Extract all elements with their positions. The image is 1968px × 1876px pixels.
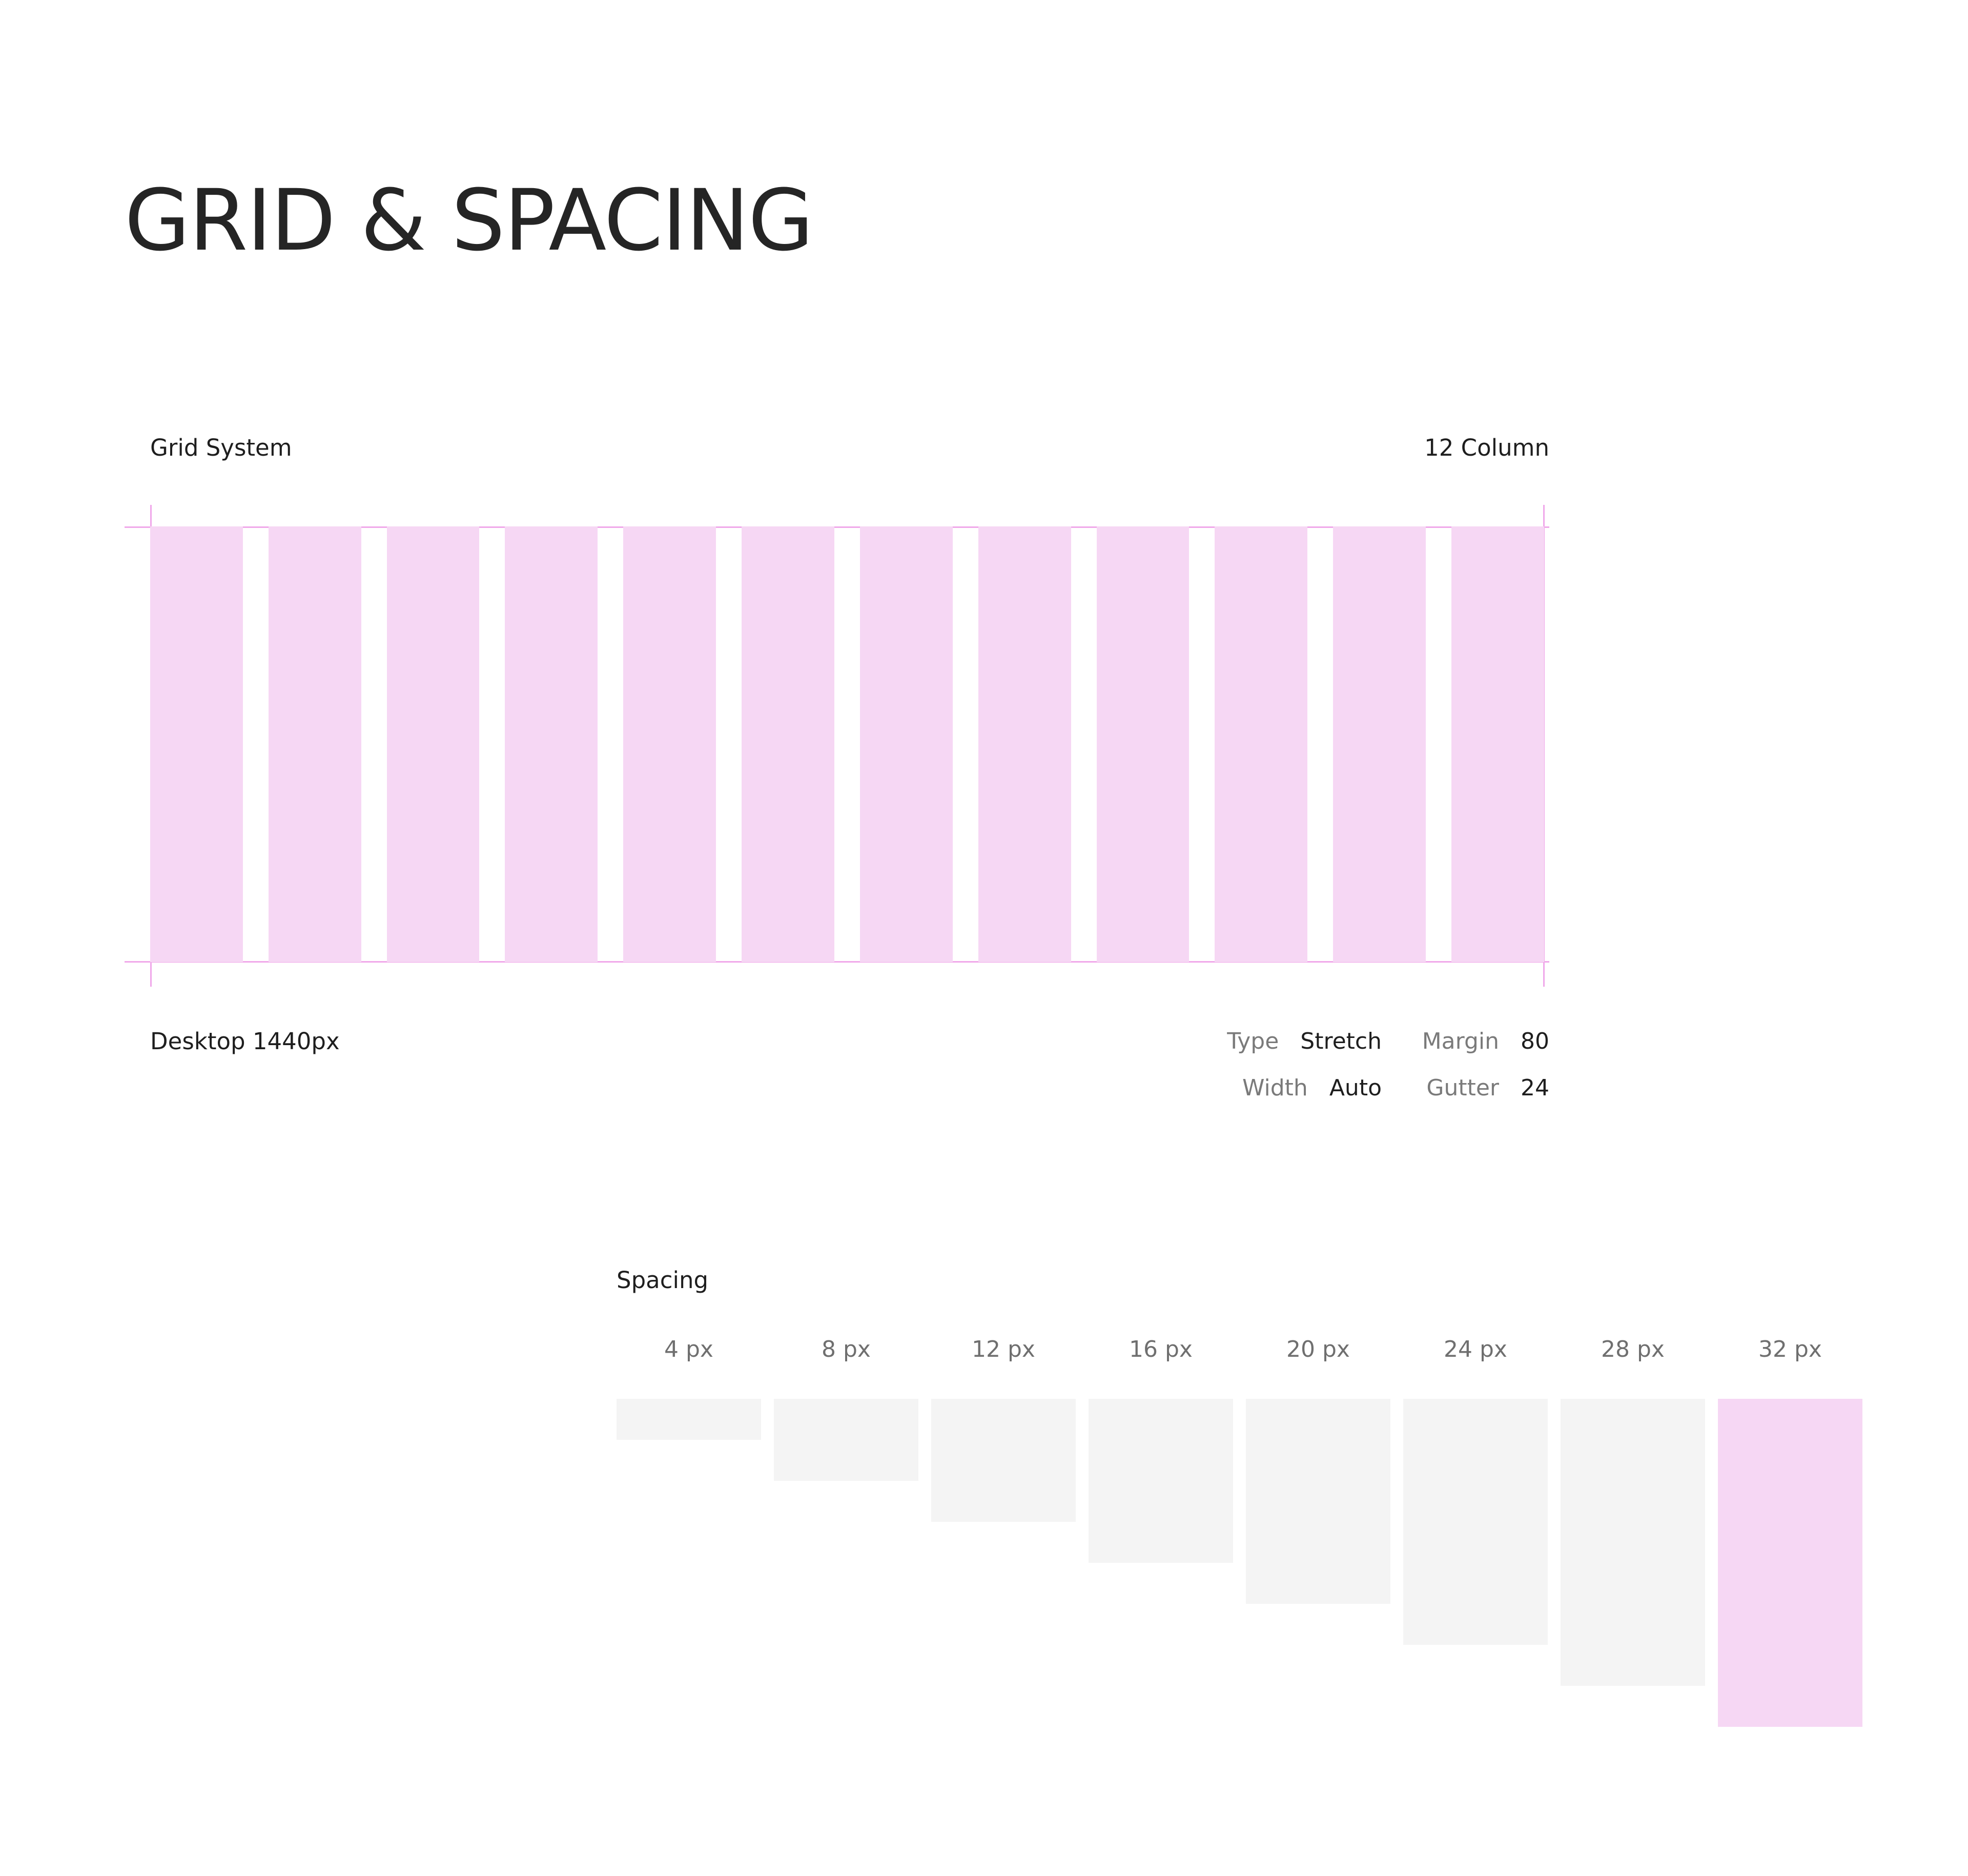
spacing-swatch: [774, 1399, 918, 1481]
spacing-item: 32 px: [1718, 1335, 1862, 1727]
guide-bottom-line: [125, 961, 1549, 963]
grid-column: [742, 526, 834, 962]
spacing-value-label: 28 px: [1601, 1336, 1665, 1362]
spacing-value-label: 24 px: [1444, 1336, 1507, 1362]
spec-width: Width Auto: [1242, 1074, 1382, 1103]
spacing-swatch: [931, 1399, 1076, 1522]
spec-width-key: Width: [1242, 1075, 1308, 1101]
spacing-value-label: 4 px: [664, 1336, 713, 1362]
spacing-value-label: 16 px: [1129, 1336, 1193, 1362]
spacing-value-label: 8 px: [822, 1336, 871, 1362]
spacing-value-label: 32 px: [1758, 1336, 1822, 1362]
guide-top-line: [125, 526, 1549, 528]
grid-preview: [125, 505, 1549, 987]
device-label: Desktop 1440px: [150, 1028, 340, 1055]
spec-margin-value: 80: [1521, 1028, 1549, 1054]
spacing-item: 24 px: [1403, 1335, 1548, 1645]
spacing-swatch: [1089, 1399, 1233, 1563]
spacing-scale: 4 px 8 px 12 px 16 px 20 px 24 px 28 px 32 px: [617, 1335, 1862, 1727]
spec-margin: Margin 80: [1422, 1027, 1549, 1056]
spec-type: Type Stretch: [1227, 1027, 1382, 1056]
spacing-item: 20 px: [1246, 1335, 1390, 1604]
grid-column: [859, 526, 953, 962]
spec-gutter: Gutter 24: [1426, 1074, 1549, 1103]
spec-width-value: Auto: [1329, 1075, 1382, 1101]
grid-column: [1451, 526, 1544, 962]
spacing-item: 16 px: [1089, 1335, 1233, 1563]
grid-column: [1215, 526, 1308, 962]
grid-column: [150, 526, 243, 962]
spacing-swatch: [1246, 1399, 1390, 1604]
grid-column: [505, 526, 598, 962]
grid-column: [623, 526, 716, 962]
grid-column: [1333, 526, 1426, 962]
spec-gutter-value: 24: [1521, 1075, 1549, 1101]
spacing-label: Spacing: [617, 1267, 709, 1294]
spec-margin-key: Margin: [1422, 1028, 1499, 1054]
spacing-item: 28 px: [1561, 1335, 1705, 1686]
spacing-item: 4 px: [617, 1335, 761, 1440]
grid-column: [268, 526, 361, 962]
spacing-swatch: [617, 1399, 761, 1440]
page-title: GRID & SPACING: [125, 171, 814, 270]
spec-gutter-key: Gutter: [1426, 1075, 1499, 1101]
column-count-label: 12 Column: [1424, 434, 1549, 461]
spacing-value-label: 12 px: [972, 1336, 1035, 1362]
grid-column: [1096, 526, 1190, 962]
spacing-item: 8 px: [774, 1335, 918, 1481]
spacing-swatch: [1718, 1399, 1862, 1727]
grid-column: [386, 526, 480, 962]
spacing-value-label: 20 px: [1286, 1336, 1350, 1362]
spacing-swatch: [1561, 1399, 1705, 1686]
grid-column: [978, 526, 1071, 962]
grid-columns: [150, 526, 1544, 962]
spec-type-key: Type: [1227, 1028, 1279, 1054]
grid-system-label: Grid System: [150, 434, 292, 461]
spec-type-value: Stretch: [1300, 1028, 1382, 1054]
spacing-item: 12 px: [931, 1335, 1076, 1522]
spacing-swatch: [1403, 1399, 1548, 1645]
